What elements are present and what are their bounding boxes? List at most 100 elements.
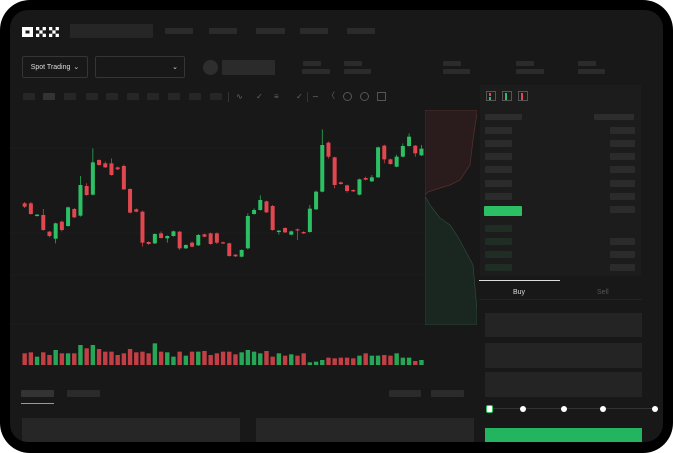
volume-bar [375,355,381,365]
candle-body [301,232,306,234]
buy-button[interactable] [485,428,642,442]
okx-logo[interactable] [22,25,64,37]
candle-body [357,179,362,195]
tab-sell[interactable]: Sell [597,289,609,296]
timeframe-button[interactable] [147,93,159,100]
volume-bar [258,353,263,365]
timeframe-button[interactable] [23,93,35,100]
amount-slider-track[interactable] [489,408,657,409]
nav-item[interactable] [209,28,237,34]
last-price-highlight [484,206,522,216]
ask-price [485,193,512,200]
tab-open-orders[interactable] [21,390,54,397]
volume-bar [295,355,300,365]
filter-button[interactable] [431,390,464,397]
header-search-bar[interactable] [70,24,153,38]
market-type-dropdown[interactable]: Spot Trading ⌄ [22,56,88,78]
candlestick-chart[interactable] [10,110,480,375]
slider-stop-50[interactable] [561,406,567,412]
candle-body [394,156,399,167]
volume-bar [369,355,375,365]
ask-amount [610,193,635,200]
nav-item[interactable] [165,28,193,34]
orderbook-asks-icon[interactable] [518,91,528,101]
volume-bar [406,357,412,365]
candle-body [239,250,244,257]
slider-stop-25[interactable] [520,406,526,412]
stat-label [516,61,534,66]
ask-amount [610,206,635,213]
slider-stop-75[interactable] [600,406,606,412]
timeframe-button[interactable] [189,93,201,100]
line-icon[interactable]: ∼ [312,92,319,101]
volume-bar [121,353,127,365]
stat-label [344,61,362,66]
price-input[interactable] [485,313,642,337]
timeframe-button[interactable] [106,93,118,100]
ruler-icon[interactable]: 〈 [327,91,335,100]
wave-icon[interactable]: ∿ [236,92,243,101]
timeframe-button[interactable] [168,93,180,100]
timeframe-button[interactable] [210,93,222,100]
candle-body [345,185,350,191]
camera-icon[interactable] [343,92,352,101]
candle-body [53,223,58,239]
volume-bar [41,352,46,365]
candle-body [407,136,412,146]
candle-body [314,191,319,210]
slider-stop-100[interactable] [652,406,658,412]
timeframe-button[interactable] [64,93,76,100]
slider-handle[interactable] [486,405,493,413]
volume-bar [90,345,96,365]
tab-order-history[interactable] [67,390,100,397]
chevron-down-icon[interactable]: ✓ [256,92,263,101]
nav-item[interactable] [347,28,375,34]
ask-price [485,127,512,134]
orderbook-both-icon[interactable] [486,91,496,101]
pair-dropdown[interactable]: ⌄ [95,56,185,78]
ask-amount [610,166,635,173]
volume-bar [264,351,269,365]
candle-type-icon[interactable]: ≡ [274,92,279,101]
divider [228,92,229,102]
orderbook-header-price [485,114,522,120]
volume-bar [183,355,189,365]
volume-bar [363,353,368,365]
timeframe-button[interactable] [43,93,55,100]
ask-price [485,166,512,173]
volume-bar [146,353,151,365]
volume-bar [127,349,133,365]
bid-price [485,225,512,232]
filter-button[interactable] [389,390,421,397]
total-input[interactable] [485,372,642,397]
volume-bar [239,352,244,365]
volume-bar [189,351,195,365]
volume-bar [78,345,83,365]
nav-item[interactable] [300,28,328,34]
candle-body [190,242,195,247]
target-icon[interactable] [360,92,369,101]
candle-body [196,235,201,246]
timeframe-button[interactable] [127,93,139,100]
volume-bar [357,355,362,365]
candle-body [90,162,95,195]
volume-bar [307,362,313,365]
volume-bar [103,351,108,365]
timeframe-button[interactable] [86,93,98,100]
fullscreen-icon[interactable] [377,92,386,101]
volume-bar [301,353,306,365]
volume-bar [208,355,213,365]
tab-buy[interactable]: Buy [513,289,526,296]
candle-body [28,203,33,214]
stat-value [578,69,605,74]
amount-input[interactable] [485,343,642,368]
stat-label [578,61,596,66]
volume-bar [332,358,337,365]
nav-item[interactable] [256,28,285,34]
orderbook-bids-icon[interactable] [502,91,512,101]
volume-bar [344,357,350,365]
volume-bar [96,349,102,365]
volume-bar [413,361,418,365]
chevron-down-icon[interactable]: ✓ [296,92,303,101]
